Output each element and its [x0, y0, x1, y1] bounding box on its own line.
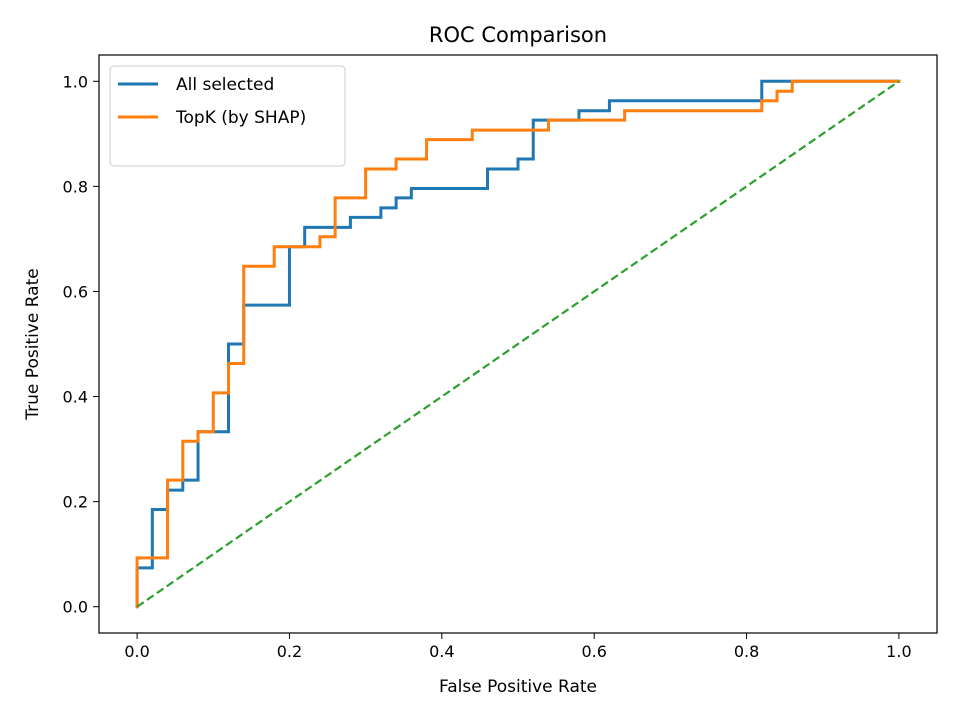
- legend: All selected TopK (by SHAP): [109, 65, 346, 167]
- y-tick-label: 0.2: [63, 493, 88, 512]
- y-tick-label: 0.6: [63, 282, 88, 301]
- x-tick-label: 0.4: [429, 642, 454, 661]
- y-tick-label: 1.0: [63, 72, 88, 91]
- y-tick-label: 0.8: [63, 177, 88, 196]
- x-axis-ticks: 0.0 0.2 0.4 0.6 0.8 1.0: [124, 633, 912, 661]
- x-tick-label: 0.2: [277, 642, 302, 661]
- y-tick-label: 0.0: [63, 598, 88, 617]
- legend-label: TopK (by SHAP): [175, 108, 306, 128]
- series-line-topk-by-shap: [135, 79, 901, 609]
- x-axis-label: False Positive Rate: [439, 677, 597, 697]
- x-tick-label: 0.6: [581, 642, 606, 661]
- y-axis-label: True Positive Rate: [23, 268, 43, 420]
- y-tick-label: 0.4: [63, 388, 88, 407]
- plot-frame: [98, 54, 938, 634]
- x-tick-label: 0.8: [734, 642, 759, 661]
- plot-lines: [135, 79, 901, 609]
- y-axis-ticks: 0.0 0.2 0.4 0.6 0.8 1.0: [63, 72, 99, 617]
- legend-box: [109, 65, 346, 167]
- chance-diagonal-line: [136, 80, 900, 608]
- x-tick-label: 1.0: [886, 642, 911, 661]
- legend-label: All selected: [176, 75, 274, 95]
- x-tick-label: 0.0: [124, 642, 149, 661]
- chart-title: ROC Comparison: [429, 23, 607, 47]
